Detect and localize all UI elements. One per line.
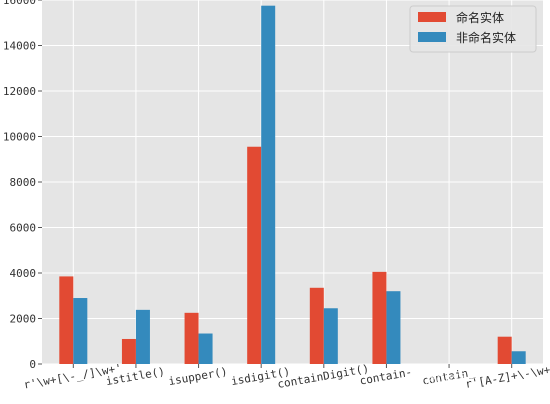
grid-lines [42,0,543,365]
bars [59,5,526,364]
y-tick-label: 8000 [10,176,37,189]
y-tick-label: 0 [29,358,36,371]
y-tick-label: 2000 [10,313,37,326]
bar-non-entity [198,333,213,364]
legend-swatch [418,32,446,42]
bar-entity [121,338,136,364]
y-axis: 0 2000 4000 6000 8000 10000 12000 14000 16000 [3,0,42,371]
bar-entity [247,146,262,364]
y-tick-label: 10000 [3,131,36,144]
bar-non-entity [511,351,526,364]
y-tick-label: 6000 [10,222,37,235]
bar-entity [184,312,199,364]
x-tick-label: containDigit() [276,362,370,391]
bar-non-entity [261,5,276,364]
bar-non-entity [386,291,401,364]
legend-swatch [418,12,446,22]
bar-non-entity [323,308,338,364]
y-tick-label: 14000 [3,40,36,53]
y-tick-label: 4000 [10,267,37,280]
legend-label: 非命名实体 [456,30,516,45]
y-tick-label: 12000 [3,85,36,98]
bar-entity [497,336,512,364]
bar-non-entity [73,298,88,364]
bar-entity [59,276,74,364]
bar-non-entity [135,309,150,364]
y-tick-label: 16000 [3,0,36,7]
x-tick-label: isupper() [167,365,228,388]
bar-entity [309,287,324,364]
bar-entity [372,271,387,364]
legend-label: 命名实体 [456,10,504,25]
